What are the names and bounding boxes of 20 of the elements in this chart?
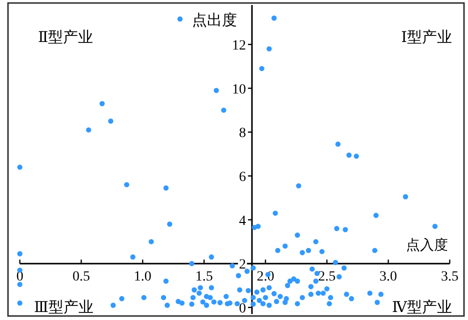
x-tick-label: 1.0 — [134, 270, 152, 285]
legend-label: 点出度 — [192, 12, 237, 29]
y-tick-label: 12 — [232, 38, 246, 54]
x-tick-label: 3.0 — [380, 270, 398, 285]
x-axis-title: 点入度 — [406, 238, 448, 254]
y-tick-label: 6 — [238, 170, 246, 185]
y-tick-label: 0 — [238, 301, 246, 316]
y-tick-label: 4 — [238, 214, 246, 229]
annotation: Ⅱ型产业 — [38, 29, 94, 46]
x-tick-label: 0.5 — [72, 270, 90, 285]
y-tick-label: 2 — [238, 258, 246, 273]
x-tick-label: 3.5 — [440, 270, 458, 285]
annotation: Ⅲ型产业 — [34, 299, 94, 316]
x-tick-label: 2.5 — [318, 270, 336, 285]
annotation: Ⅳ型产业 — [392, 299, 452, 316]
legend: 点出度 — [177, 13, 237, 29]
annotation: Ⅰ型产业 — [401, 29, 452, 46]
y-tick-label: 10 — [232, 82, 246, 98]
x-tick-label: 1.5 — [195, 270, 213, 285]
y-tick-label: 8 — [238, 126, 246, 142]
